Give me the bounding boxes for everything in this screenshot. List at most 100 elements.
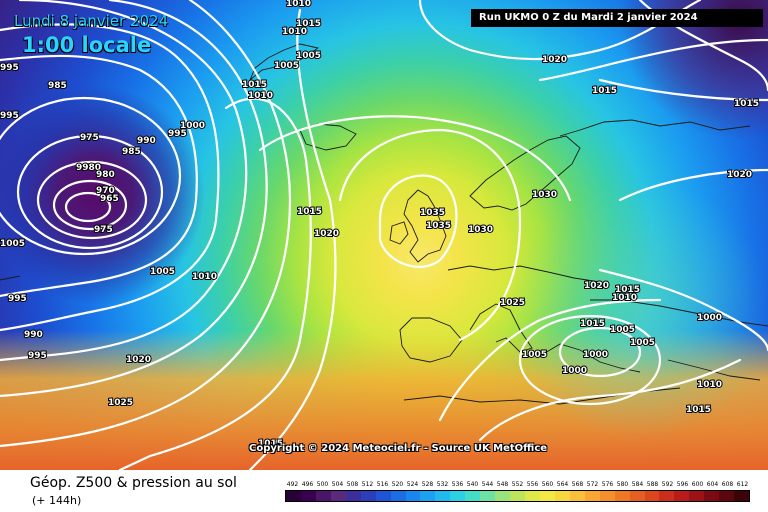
isobar-label: 1035 [426,221,451,231]
legend-label: 556 [526,481,539,488]
forecast-local-time: 1:00 locale [22,33,152,57]
legend-swatch [689,491,705,501]
legend-label: 612 [736,481,749,488]
isobar-label: 1015 [296,19,321,29]
isobar-label: 995 [168,129,187,139]
isobar-label: 1005 [630,338,655,348]
isobar-label: 985 [48,81,67,91]
isobar-label: 1035 [420,208,445,218]
legend-swatch [525,491,540,501]
isobar-label: 1015 [592,86,617,96]
isobar-980 [16,134,164,250]
isobar-label: 995 [0,63,19,73]
legend-swatch [435,491,451,501]
geopotential-pressure-map: 1010 1015 1010 1005 1005 1015 1010 1020 … [0,0,768,470]
legend-swatch [569,491,585,501]
isobar-label: 975 [94,225,113,235]
legend-swatch [510,491,525,501]
forecast-hour: (+ 144h) [32,494,82,507]
isobar-label: 990 [137,136,156,146]
isobar-label: 995 [0,111,19,121]
isobar-label: 1020 [314,229,339,239]
legend-swatch [554,491,570,501]
isobar-label: 1030 [532,190,557,200]
legend-swatch [465,491,481,501]
isobar-1035 [378,174,458,268]
legend-label: 532 [436,481,449,488]
legend-bar [285,490,750,502]
great-britain-coast [403,189,447,263]
legend-label: 520 [391,481,404,488]
balkans-coast [539,343,641,373]
legend-label: 600 [691,481,704,488]
isobar-label: 1015 [297,207,322,217]
legend-swatch [629,491,645,501]
legend-label: 492 [286,481,299,488]
legend-swatch [360,491,376,501]
isobar-label: 1015 [580,319,605,329]
isobar-label: 1010 [248,91,273,101]
isobar-label: 970 [96,186,115,196]
isobar-1010 [0,0,292,448]
isobar-label: 1005 [274,61,299,71]
legend-swatch [704,491,720,501]
legend-label: 496 [301,481,314,488]
legend-label: 572 [586,481,599,488]
legend-label: 540 [466,481,479,488]
isobar-label: 1000 [697,313,722,323]
isobar-1030 [338,128,522,342]
legend-swatch [375,491,391,501]
north-europe-coast [447,265,601,283]
isobar-label: 9980 [76,163,101,173]
legend-label: 548 [496,481,509,488]
map-caption: Géop. Z500 & pression au sol [30,475,237,491]
legend-label: 524 [406,481,419,488]
isobar-1020 [248,8,337,470]
legend-swatch [734,491,750,501]
legend-label: 544 [481,481,494,488]
model-run-label: Run UKMO 0 Z du Mardi 2 janvier 2024 [471,9,763,27]
isobar-label: 1020 [584,281,609,291]
legend-swatch [345,491,361,501]
legend-label: 516 [376,481,389,488]
legend-swatch [390,491,406,501]
legend-swatch [614,491,630,501]
arctic-coast [559,119,751,137]
isobar-985 [0,96,182,256]
copyright-notice: Copyright © 2024 Meteociel.fr - Source U… [249,443,548,454]
legend-swatch [405,491,421,501]
isobar-label: 975 [80,133,99,143]
isobar-975 [36,160,148,240]
italy-coast [469,303,533,353]
isobar-label: 1020 [727,170,752,180]
legend-label: 576 [601,481,614,488]
legend-labels: 492 496 500 504 508 512 516 520 524 528 532 536 540 5… [285,480,750,489]
color-scale-legend: 492 496 500 504 508 512 516 520 524 528 532 536 540 5… [285,480,750,502]
isobar-995 [0,23,220,332]
isobar-1015-ne [598,78,768,102]
legend-label: 608 [721,481,734,488]
isobar-1000-east [558,326,642,378]
legend-swatch [286,491,301,501]
isobar-labels: 1010 1015 1010 1005 1005 1015 1010 1020 … [0,0,760,450]
isobar-1000 [0,0,248,362]
map-footer: Géop. Z500 & pression au sol (+ 144h) 49… [0,470,768,512]
isobar-label: 985 [122,147,141,157]
isobar-1025-south [438,298,662,422]
legend-label: 604 [706,481,719,488]
isobar-1020-e [618,168,768,202]
isobar-label: 1025 [500,298,525,308]
legend-swatch [674,491,690,501]
isobar-label: 1030 [468,225,493,235]
legend-label: 552 [511,481,524,488]
isobars [0,0,768,470]
greenland-coast [249,43,320,81]
isobar-label: 1015 [686,405,711,415]
isobar-label: 1015 [242,80,267,90]
legend-swatch [659,491,675,501]
isobar-label: 1005 [0,239,25,249]
isobar-label: 1015 [734,99,759,109]
legend-swatch [495,491,511,501]
isobar-label: 1000 [180,121,205,131]
